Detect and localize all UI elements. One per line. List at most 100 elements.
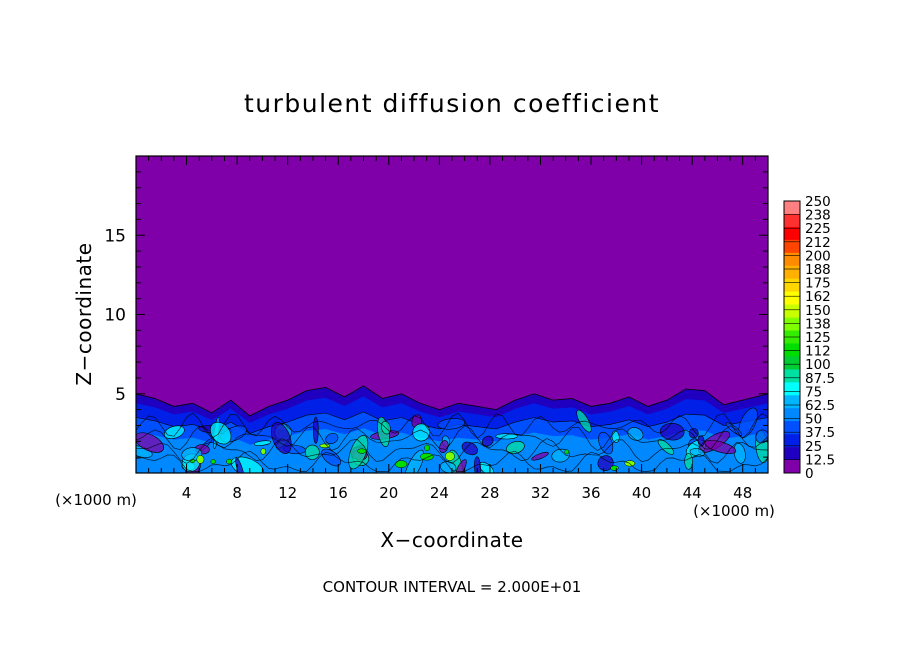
colorbar-label: 250 [805,194,831,210]
x-axis-label: X−coordinate [380,528,523,552]
colorbar-swatch [784,343,800,357]
x-tick-label: 40 [632,484,651,502]
colorbar-swatch [784,317,800,331]
colorbar-label: 62.5 [805,398,835,414]
colorbar-label: 100 [805,357,831,373]
high-diffusion-pocket [610,465,619,471]
high-diffusion-pocket [196,455,205,464]
chart-title: turbulent diffusion coefficient [244,89,660,118]
eddy [304,444,320,460]
eddy [495,433,518,440]
colorbar-label: 162 [805,289,831,305]
colorbar-swatch [784,213,800,228]
x-tick-label: 32 [531,484,550,502]
y-axis-label: Z−coordinate [72,242,96,385]
colorbar-swatch [784,421,800,435]
colorbar-swatch [784,304,800,318]
colorbar-label: 50 [805,412,822,428]
eddy [597,455,614,471]
eddy [325,433,339,445]
high-diffusion-pocket [260,448,267,455]
eddy [531,451,549,461]
colorbar-swatch [784,369,800,383]
eddy [412,423,431,442]
colorbar-label: 12.5 [805,452,835,468]
x-unit-right: (×1000 m) [693,502,775,520]
eddy [598,431,614,455]
colorbar-swatch [784,226,800,241]
eddy [755,429,768,444]
colorbar-label: 175 [805,276,831,292]
eddy [210,421,232,445]
plot-area [135,155,769,474]
contour-line [136,438,768,464]
colorbar-label: 225 [805,221,831,237]
colorbar-label: 188 [805,262,831,278]
x-tick-label: 12 [278,484,297,502]
y-tick-label: 15 [104,226,126,246]
x-tick-label: 16 [329,484,348,502]
colorbar-label: 200 [805,248,831,264]
eddy [455,459,467,473]
plot-frame [135,155,769,474]
colorbar-swatch [784,395,800,409]
eddy [688,428,699,439]
x-tick-label: 4 [182,484,192,502]
colorbar-label: 125 [805,330,831,346]
eddy [684,453,693,470]
colorbar-swatch [784,460,800,474]
contour-line [136,412,768,439]
colorbar-swatch [784,356,800,370]
colorbar-swatch [784,252,800,267]
colorbar-label: 112 [805,344,831,360]
colorbar: 2502382252122001881751621501381251121008… [783,194,835,482]
high-diffusion-pocket [226,458,232,465]
colorbar-label: 75 [805,384,822,400]
colorbar-swatch [784,201,800,215]
colorbar-swatch [784,434,800,448]
eddy [321,448,342,467]
x-tick-label: 20 [379,484,398,502]
y-tick-label: 10 [104,306,126,326]
colorbar-label: 212 [805,235,831,251]
colorbar-label: 25 [805,439,822,455]
colorbar-label: 87.5 [805,371,835,387]
x-tick-label: 36 [581,484,600,502]
colorbar-swatch [784,382,800,396]
high-diffusion-pocket [424,444,430,452]
x-tick-label: 24 [430,484,449,502]
x-unit-left: (×1000 m) [55,491,137,509]
eddy [404,449,425,473]
high-diffusion-pocket [420,452,434,461]
plot-frame-ticks [136,156,768,473]
x-tick-label: 48 [733,484,752,502]
high-diffusion-pocket [210,459,216,465]
colorbar-swatch [784,408,800,422]
eddy [627,427,644,441]
x-tick-label: 44 [683,484,702,502]
x-tick-labels: 4 8 12 16 20 24 28 32 36 40 44 48 [182,484,752,502]
x-tick-label: 8 [232,484,242,502]
colorbar-label: 138 [805,316,831,332]
high-diffusion-pocket [357,448,367,454]
eddy [704,440,737,454]
colorbar-swatch [784,278,800,292]
colorbar-swatch [784,291,800,305]
high-diffusion-pocket [445,451,455,461]
eddy [253,440,272,446]
contour-interval-note: CONTOUR INTERVAL = 2.000E+01 [323,578,582,596]
colorbar-label: 37.5 [805,425,835,441]
high-diffusion-pocket [564,449,570,455]
eddy [657,439,675,455]
contour-line [136,425,768,452]
high-diffusion-pocket [394,460,408,468]
eddy [439,440,449,454]
y-tick-label: 5 [115,385,126,405]
eddy [481,435,494,447]
colorbar-swatch [784,239,800,254]
eddy [461,441,478,456]
high-diffusion-pocket [319,443,331,448]
colorbar-swatch [784,447,800,461]
colorbar-label: 238 [805,208,831,224]
